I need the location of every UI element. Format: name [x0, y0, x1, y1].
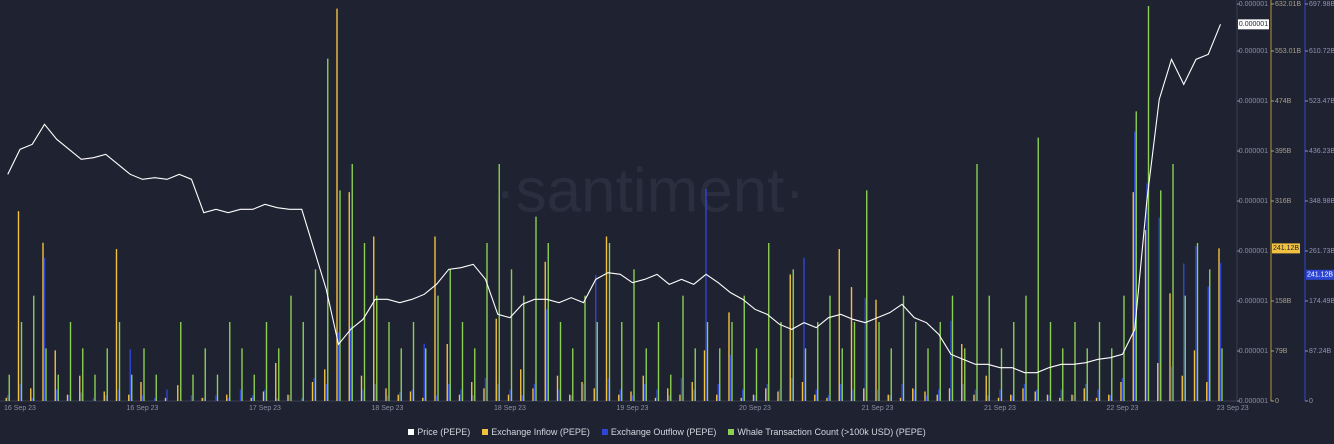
- price-line: [7, 24, 1222, 374]
- y-tick-label: 261.73B: [1309, 248, 1334, 255]
- legend-swatch: [482, 429, 489, 435]
- x-tick-label: 16 Sep 23: [4, 405, 36, 412]
- y-tick-label: 474B: [1275, 98, 1292, 105]
- legend-label: Exchange Inflow (PEPE): [491, 427, 590, 437]
- legend: Price (PEPE) Exchange Inflow (PEPE) Exchan…: [0, 427, 1334, 437]
- y-tick-label: 0.000001: [1239, 348, 1268, 355]
- y-tick-label: 523.47B: [1309, 98, 1334, 105]
- legend-swatch: [728, 429, 735, 435]
- last-value-label: 0.000001: [1239, 21, 1268, 28]
- chart: ·santiment· 0.000001 0.000001 0.000001 0.00…: [0, 0, 1334, 412]
- last-value-box: [1306, 269, 1334, 280]
- watermark: ·santiment·: [495, 156, 805, 225]
- last-value-label: 241.12B: [1307, 272, 1333, 279]
- last-value-label: 241.12B: [1273, 245, 1299, 252]
- y-tick-label: 0.000001: [1239, 298, 1268, 305]
- legend-swatch: [408, 429, 415, 435]
- y-tick-label: 0: [1275, 398, 1279, 405]
- x-tick-label: 20 Sep 23: [739, 405, 771, 412]
- legend-item[interactable]: Exchange Inflow (PEPE): [482, 427, 590, 437]
- y-tick-label: 158B: [1275, 298, 1292, 305]
- y-tick-label: 697.98B: [1309, 1, 1334, 8]
- y-tick-label: 79B: [1275, 348, 1288, 355]
- y-tick-label: 395B: [1275, 148, 1292, 155]
- y-tick-label: 632.01B: [1275, 1, 1301, 8]
- x-tick-label: 21 Sep 23: [984, 405, 1016, 412]
- y-tick-label: 0.000001: [1239, 148, 1268, 155]
- last-value-box: [1272, 243, 1300, 254]
- y-tick-label: 553.01B: [1275, 48, 1301, 55]
- legend-label: Price (PEPE): [417, 427, 471, 437]
- x-tick-label: 21 Sep 23: [862, 405, 894, 412]
- y-tick-label: 610.72B: [1309, 48, 1334, 55]
- x-tick-label: 19 Sep 23: [617, 405, 649, 412]
- y-tick-label: 316B: [1275, 198, 1292, 205]
- x-tick-label: 18 Sep 23: [372, 405, 404, 412]
- y-tick-label: 0: [1309, 398, 1313, 405]
- y-tick-label: 0.000001: [1239, 198, 1268, 205]
- y-tick-label: 348.98B: [1309, 198, 1334, 205]
- last-value-box: [1238, 19, 1269, 30]
- y-tick-label: 0.000001: [1239, 398, 1268, 405]
- legend-label: Exchange Outflow (PEPE): [610, 427, 717, 437]
- y-tick-label: 87.24B: [1309, 348, 1332, 355]
- legend-item[interactable]: Exchange Outflow (PEPE): [601, 427, 717, 437]
- x-tick-label: 22 Sep 23: [1107, 405, 1139, 412]
- legend-item[interactable]: Price (PEPE): [408, 427, 470, 437]
- x-tick-label: 23 Sep 23: [1217, 405, 1249, 412]
- y-tick-label: 174.49B: [1309, 298, 1334, 305]
- y-tick-label: 436.23B: [1309, 148, 1334, 155]
- y-tick-label: 0.000001: [1239, 48, 1268, 55]
- legend-item[interactable]: Whale Transaction Count (>100k USD) (PEP…: [728, 427, 926, 437]
- legend-swatch: [601, 429, 608, 435]
- x-tick-label: 16 Sep 23: [127, 405, 159, 412]
- x-tick-label: 18 Sep 23: [494, 405, 526, 412]
- y-tick-label: 0.000001: [1239, 98, 1268, 105]
- y-tick-label: 0.000001: [1239, 1, 1268, 8]
- y-tick-label: 0.000001: [1239, 248, 1268, 255]
- legend-label: Whale Transaction Count (>100k USD) (PEP…: [737, 427, 926, 437]
- x-tick-label: 17 Sep 23: [249, 405, 281, 412]
